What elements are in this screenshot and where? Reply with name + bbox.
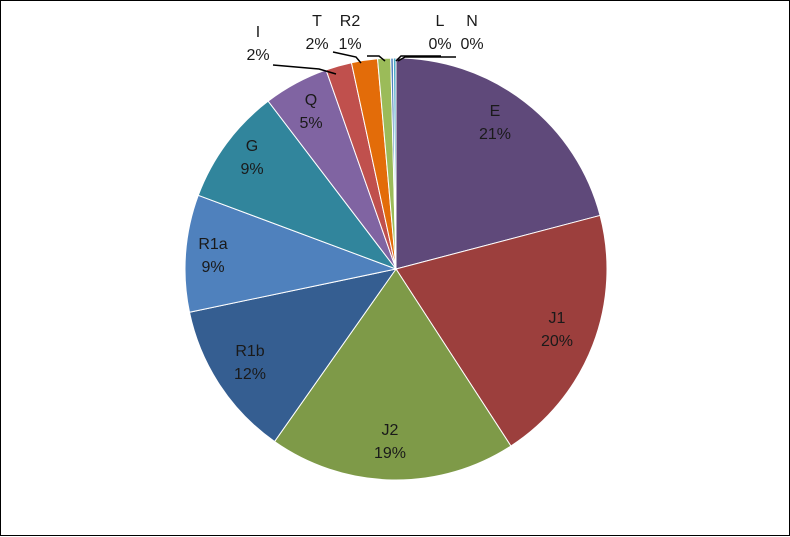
- slice-percent-j2: 19%: [374, 445, 406, 462]
- slice-percent-l: 0%: [428, 36, 451, 53]
- pie-slice-j2: [273, 268, 512, 481]
- slice-percent-r1a: 9%: [201, 259, 224, 276]
- slice-percent-r1b: 12%: [234, 366, 266, 383]
- slice-percent-j1: 20%: [541, 333, 573, 350]
- leader-line-n: [397, 56, 456, 62]
- slice-label-q: Q: [305, 92, 317, 109]
- slice-percent-n: 0%: [460, 36, 483, 53]
- leader-line-r2: [367, 55, 386, 62]
- slice-label-t: T: [312, 13, 322, 30]
- pie-slice-r1b: [188, 268, 398, 443]
- slice-label-r1b: R1b: [235, 343, 264, 360]
- leader-line-l: [395, 55, 441, 62]
- slice-percent-t: 2%: [305, 36, 328, 53]
- slice-percent-q: 5%: [299, 115, 322, 132]
- leader-line-t: [332, 51, 362, 64]
- slice-percent-g: 9%: [240, 161, 263, 178]
- slice-percent-e: 21%: [479, 126, 511, 143]
- slice-label-r2: R2: [340, 13, 361, 30]
- slice-percent-i: 2%: [246, 47, 269, 64]
- slice-label-j1: J1: [549, 310, 566, 327]
- pie-slice-n: [392, 57, 397, 270]
- slice-label-i: I: [256, 24, 260, 41]
- slice-percent-r2: 1%: [338, 36, 361, 53]
- slice-label-g: G: [246, 138, 258, 155]
- pie-slice-j1: [395, 214, 608, 447]
- slice-label-l: L: [436, 13, 445, 30]
- pie-slice-r1a: [184, 194, 398, 313]
- slice-label-n: N: [466, 13, 478, 30]
- slice-label-j2: J2: [382, 422, 399, 439]
- pie-slice-e: [395, 57, 601, 270]
- slice-label-e: E: [490, 103, 501, 120]
- slice-label-r1a: R1a: [198, 236, 227, 253]
- leader-line-i: [272, 64, 337, 75]
- pie-slice-g: [197, 100, 398, 271]
